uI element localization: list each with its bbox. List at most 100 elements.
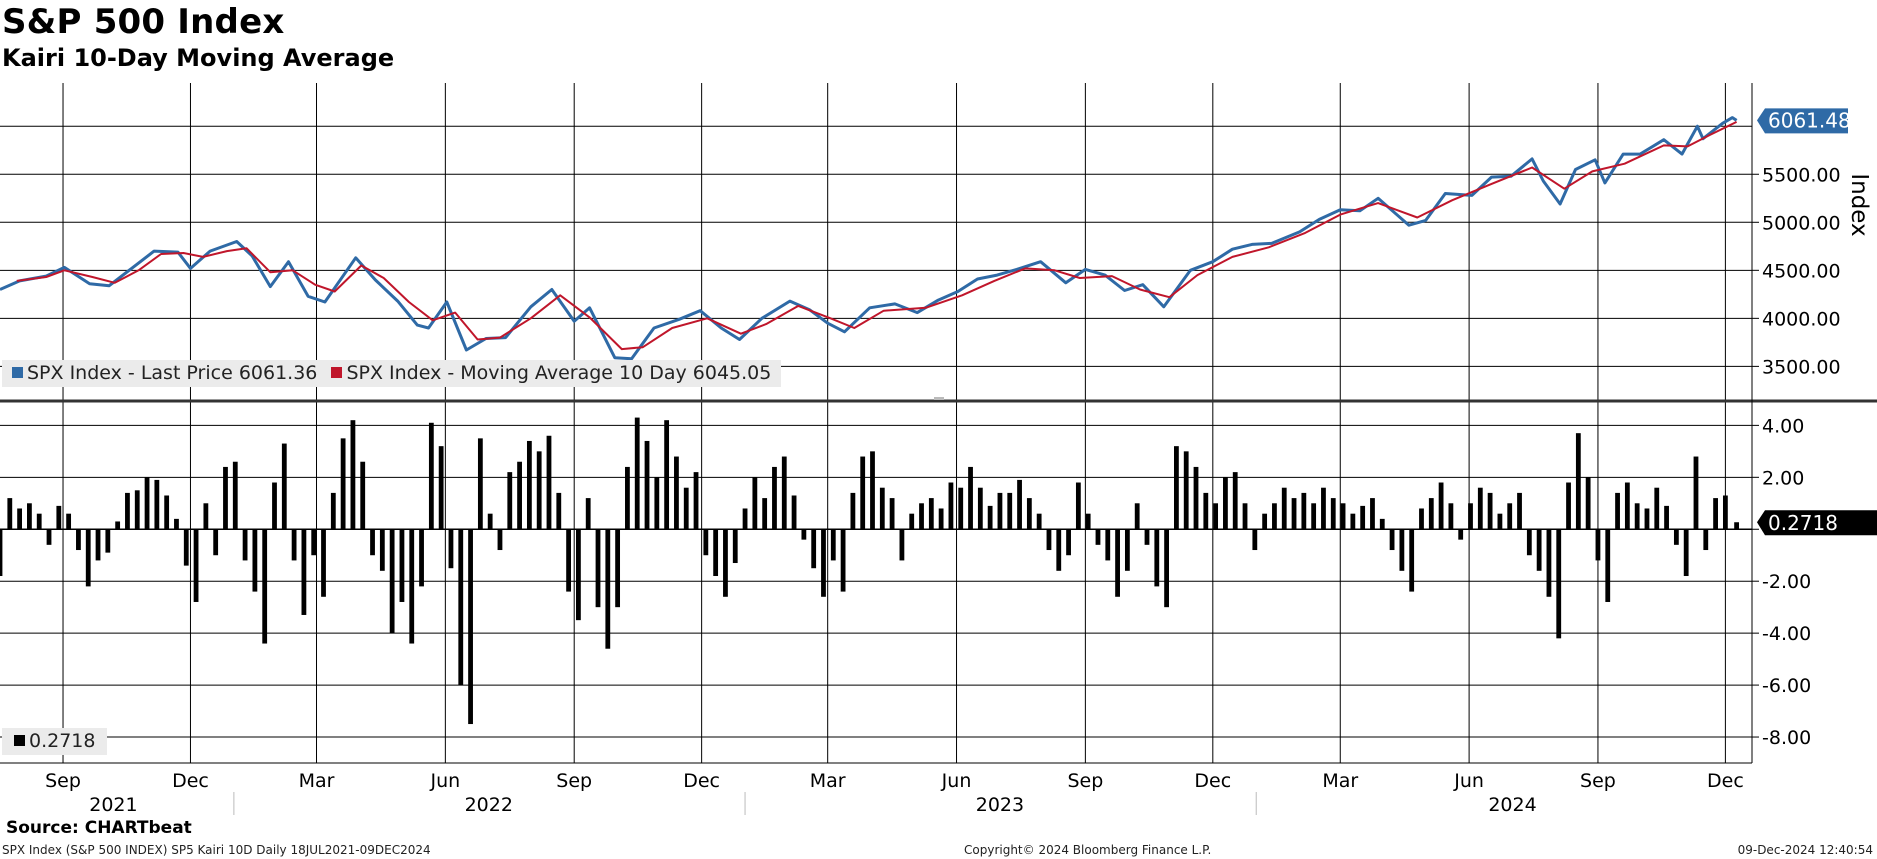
kairi-bar-151 [1477, 487, 1483, 530]
kairi-bar-80 [781, 456, 787, 530]
xtick-label-6: Mar [810, 770, 846, 792]
kairi-bar-107 [1046, 529, 1052, 551]
kairi-bar-153 [1497, 513, 1503, 530]
kairi-bar-58 [566, 529, 571, 592]
kairi-bar-24 [232, 461, 238, 530]
kairi-bar-69 [674, 456, 679, 530]
kairi-bar-137 [1340, 503, 1346, 530]
xtick-label-11: Jun [1453, 770, 1484, 792]
kairi-bar-40 [389, 529, 395, 634]
kairi-bar-160 [1566, 482, 1571, 530]
kairi-bar-116 [1134, 503, 1140, 530]
kairi-bar-131 [1281, 487, 1287, 530]
xtick-label-13: Dec [1707, 770, 1744, 792]
kairi-bar-68 [664, 420, 670, 530]
kairi-bar-122 [1193, 466, 1199, 530]
xtick-label-3: Jun [430, 770, 461, 792]
kairi-bar-61 [595, 529, 601, 608]
kairi-bar-43 [419, 529, 424, 587]
kairi-bar-38 [370, 529, 375, 556]
kairi-bar-128 [1252, 529, 1258, 551]
kairi-bar-3 [27, 503, 32, 530]
kairi-bar-94 [919, 503, 924, 530]
kairi-bar-96 [938, 508, 944, 530]
kairi-bar-73 [713, 529, 719, 577]
kairi-bar-163 [1595, 529, 1601, 561]
kairi-bar-48 [468, 529, 473, 725]
kairi-bar-32 [311, 529, 317, 556]
kairi-bar-76 [742, 508, 748, 530]
kairi-bar-162 [1585, 477, 1591, 530]
kairi-bar-81 [791, 495, 797, 530]
kairi-bar-146 [1428, 498, 1434, 530]
kairi-bar-66 [644, 440, 650, 530]
kairi-bar-106 [1036, 513, 1042, 530]
kairi-bar-105 [1026, 498, 1032, 530]
kairi-bar-141 [1379, 518, 1385, 530]
kairi-bar-30 [291, 529, 297, 561]
legend-swatch-price [12, 367, 23, 378]
series-ma-line [16, 121, 1738, 351]
last-kairi-badge [1757, 510, 1877, 536]
pane-resize-handle[interactable] [934, 397, 944, 400]
ytick-label-top-4: 5500.00 [1762, 164, 1841, 186]
last-kairi-badge-label: 0.2718 [1768, 511, 1838, 535]
kairi-bar-170 [1664, 505, 1669, 530]
kairi-bar-176 [1722, 495, 1728, 530]
kairi-bar-92 [899, 529, 905, 561]
kairi-bar-88 [860, 456, 866, 530]
kairi-bar-29 [281, 443, 287, 530]
kairi-bar-27 [262, 529, 268, 644]
kairi-bar-25 [242, 529, 248, 561]
kairi-bar-20 [193, 529, 199, 602]
kairi-bar-14 [134, 490, 140, 530]
kairi-bar-143 [1399, 529, 1405, 571]
series-price-line [0, 116, 1738, 361]
ytick-label-bottom-6: 4.00 [1762, 415, 1804, 437]
kairi-bar-133 [1301, 492, 1307, 530]
kairi-bar-120 [1174, 446, 1179, 530]
kairi-bar-63 [615, 529, 621, 608]
kairi-bar-44 [428, 422, 434, 530]
kairi-bar-158 [1546, 529, 1552, 597]
kairi-bar-152 [1487, 492, 1493, 530]
kairi-bar-21 [203, 503, 209, 530]
kairi-bar-142 [1389, 529, 1395, 551]
kairi-bar-129 [1262, 513, 1268, 530]
kairi-bar-126 [1232, 472, 1238, 530]
kairi-bar-130 [1272, 503, 1277, 530]
kairi-bar-9 [85, 529, 91, 587]
ytick-label-bottom-3: -2.00 [1762, 571, 1811, 593]
kairi-bar-110 [1075, 482, 1081, 530]
kairi-bar-177 [1734, 522, 1739, 530]
kairi-bar-26 [252, 529, 258, 592]
kairi-bar-91 [889, 498, 895, 530]
kairi-bar-2 [17, 508, 23, 530]
kairi-bar-111 [1085, 513, 1091, 530]
kairi-bar-83 [811, 529, 817, 569]
kairi-bar-51 [497, 529, 503, 551]
xtick-label-12: Sep [1580, 770, 1616, 792]
ytick-label-bottom-1: -6.00 [1762, 675, 1811, 697]
kairi-bar-165 [1615, 492, 1620, 530]
kairi-bar-134 [1311, 503, 1317, 530]
kairi-bar-85 [830, 529, 836, 561]
kairi-bar-12 [115, 521, 121, 530]
kairi-bar-121 [1183, 451, 1189, 530]
kairi-bar-11 [105, 529, 111, 553]
xtick-label-10: Mar [1322, 770, 1358, 792]
xtick-label-9: Dec [1194, 770, 1231, 792]
kairi-bar-55 [536, 451, 542, 530]
kairi-bar-70 [683, 487, 689, 530]
kairi-bar-117 [1144, 529, 1150, 545]
ytick-label-bottom-2: -4.00 [1762, 623, 1811, 645]
kairi-bar-49 [477, 438, 483, 530]
ytick-label-top-3: 5000.00 [1762, 212, 1841, 234]
legend-swatch-moving-average [331, 367, 343, 378]
kairi-bar-164 [1605, 529, 1611, 602]
kairi-bar-87 [850, 492, 856, 530]
kairi-bar-115 [1124, 529, 1130, 571]
kairi-bar-71 [693, 472, 699, 530]
kairi-bar-57 [556, 492, 562, 530]
kairi-bar-67 [654, 477, 660, 530]
